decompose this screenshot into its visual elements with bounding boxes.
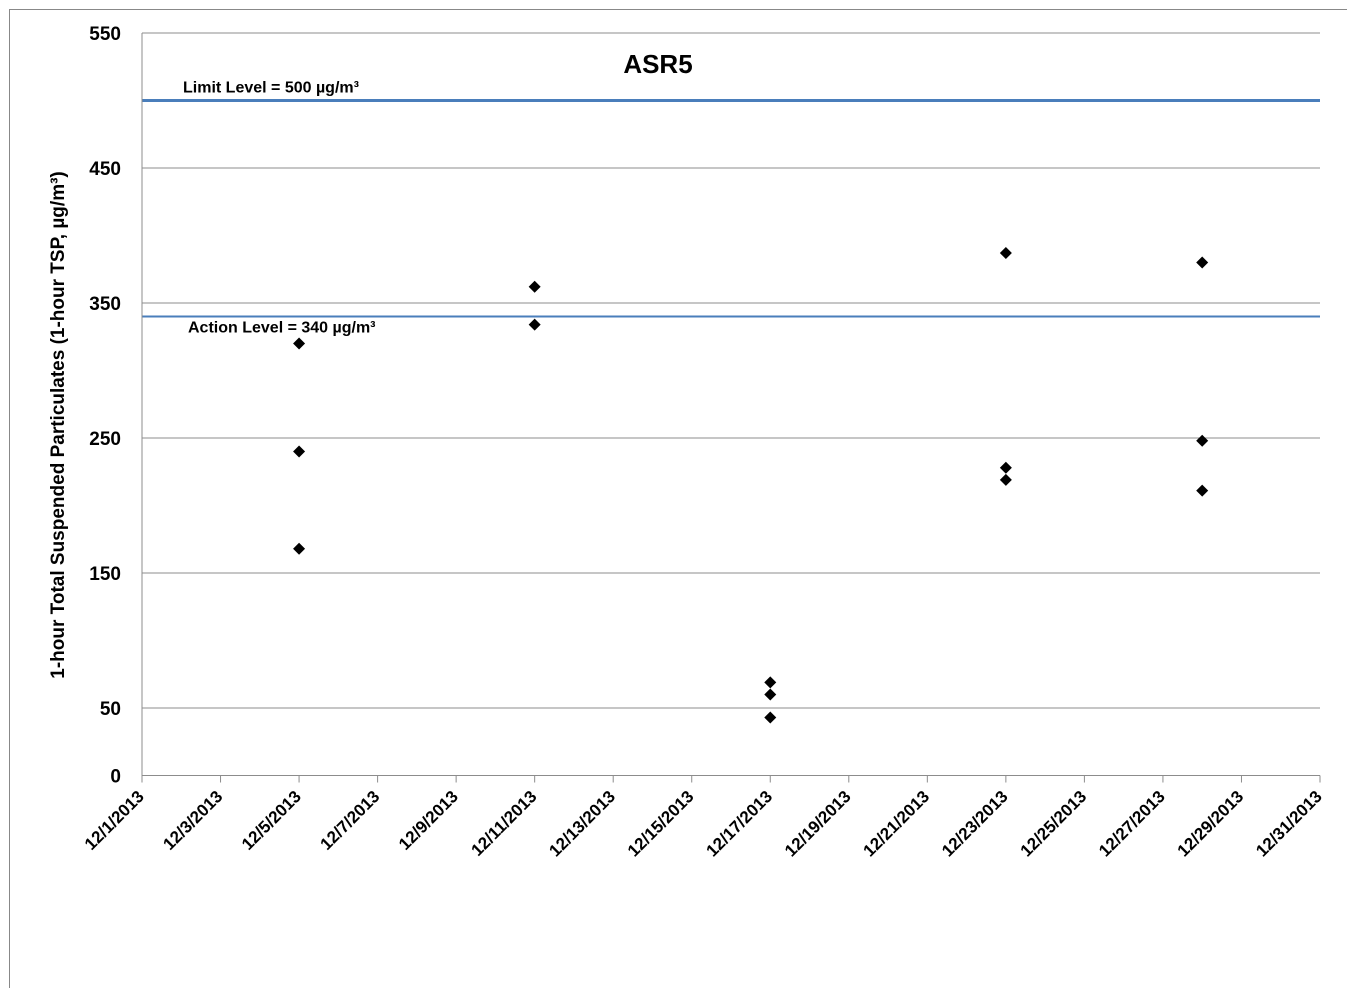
y-tick-label: 150: [89, 564, 121, 585]
reference-line-label: Limit Level = 500 µg/m³: [183, 80, 359, 97]
y-axis-label: 1-hour Total Suspended Particulates (1-h…: [48, 171, 69, 678]
x-tick-label: 12/3/2013: [159, 787, 226, 854]
y-tick-label: 50: [100, 699, 121, 720]
x-tick-label: 12/31/2013: [1252, 787, 1326, 861]
y-tick-label: 0: [110, 767, 121, 788]
axes: [141, 33, 1321, 783]
data-point: [1196, 256, 1209, 269]
x-tick-labels: 12/1/2013 12/3/2013 12/5/2013 12/7/2013 12/9…: [81, 787, 1326, 861]
data-point: [764, 676, 777, 689]
y-tick-label: 550: [89, 24, 121, 45]
x-tick-label: 12/13/2013: [545, 787, 619, 861]
x-tick-label: 12/15/2013: [624, 787, 698, 861]
chart-title: ASR5: [623, 49, 692, 79]
gridlines: [142, 32, 1320, 709]
x-tick-label: 12/11/2013: [468, 787, 541, 860]
y-tick-label: 350: [89, 294, 121, 315]
data-point: [1196, 484, 1209, 497]
data-point: [764, 688, 777, 701]
data-point: [528, 280, 541, 293]
x-tick-label: 12/21/2013: [860, 787, 934, 861]
x-tick-label: 12/7/2013: [317, 787, 384, 854]
data-point: [293, 445, 306, 458]
x-tick-label: 12/17/2013: [702, 787, 776, 861]
reference-line-label: Action Level = 340 µg/m³: [188, 320, 376, 337]
data-point: [999, 461, 1012, 474]
x-tick-label: 12/23/2013: [938, 787, 1012, 861]
chart-frame: [9, 9, 1347, 988]
data-point: [528, 318, 541, 331]
data-point: [293, 337, 306, 350]
x-tick-label: 12/27/2013: [1095, 787, 1169, 861]
data-point: [999, 473, 1012, 486]
y-tick-label: 450: [89, 159, 121, 180]
data-point: [1196, 434, 1209, 447]
data-point: [293, 542, 306, 555]
data-point: [764, 711, 777, 724]
y-tick-labels: 550 450 350 250 150 50 0: [89, 24, 121, 788]
data-points: [293, 247, 1209, 724]
y-tick-label: 250: [89, 429, 121, 450]
x-tick-label: 12/25/2013: [1017, 787, 1091, 861]
reference-lines: Limit Level = 500 µg/m³ Action Level = 34…: [142, 80, 1320, 337]
x-tick-label: 12/19/2013: [781, 787, 855, 861]
x-tick-label: 12/29/2013: [1174, 787, 1248, 861]
x-tick-label: 12/5/2013: [238, 787, 305, 854]
x-tick-label: 12/9/2013: [395, 787, 462, 854]
data-point: [999, 247, 1012, 260]
x-tick-label: 12/1/2013: [81, 787, 148, 854]
